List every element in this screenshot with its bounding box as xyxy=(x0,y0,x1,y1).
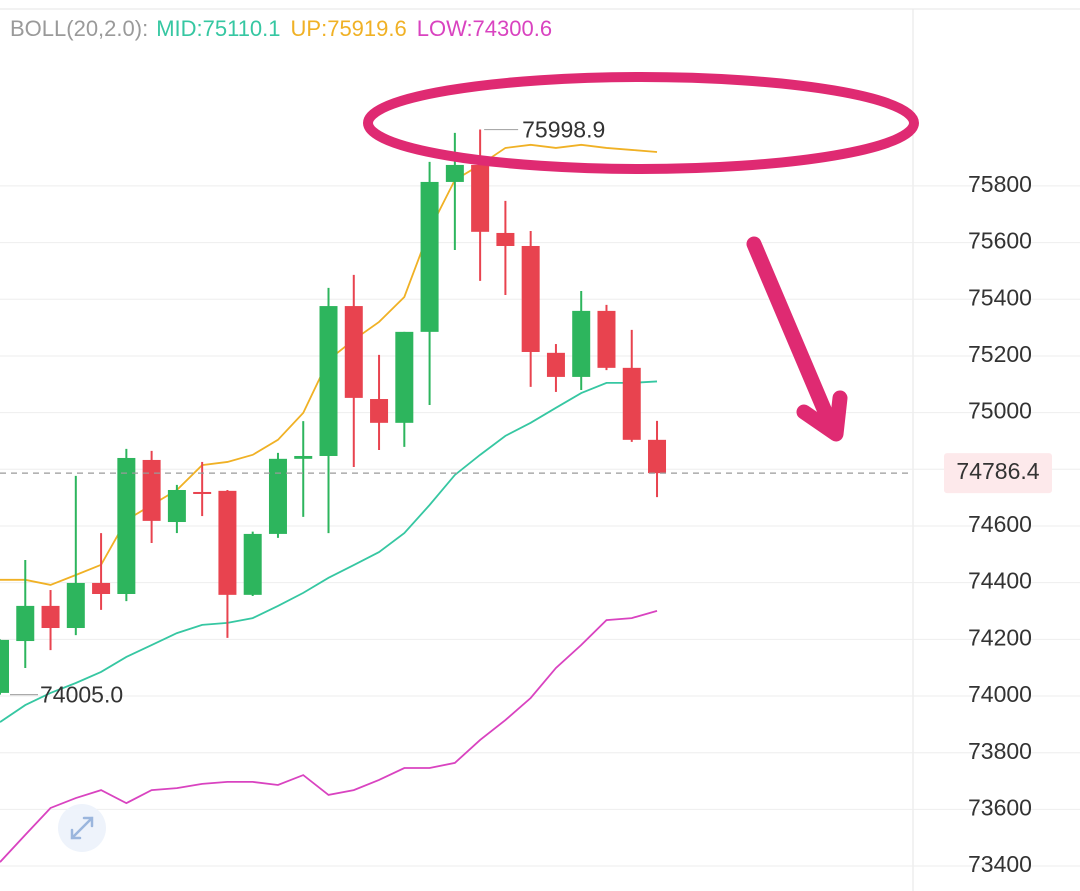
legend-entry: MID:75110.1 xyxy=(156,16,280,41)
candle-body xyxy=(142,459,161,521)
candle-body xyxy=(92,582,111,594)
candle-body xyxy=(622,367,641,440)
expand-icon[interactable] xyxy=(58,804,106,852)
grid: 7340073600738007400074200744007460074800… xyxy=(0,171,1080,877)
y-tick-label: 75400 xyxy=(968,284,1032,310)
candle-body xyxy=(496,232,515,246)
candle-body xyxy=(572,310,591,377)
candle-body xyxy=(16,605,35,642)
y-tick-label: 73400 xyxy=(968,851,1032,877)
candle-body xyxy=(218,490,237,595)
y-tick-label: 75800 xyxy=(968,171,1032,197)
candle-body xyxy=(648,439,667,474)
y-tick-label: 73800 xyxy=(968,738,1032,764)
candle-body xyxy=(243,533,262,595)
legend: BOLL(20,2.0): MID:75110.1 UP:75919.6 LOW:7… xyxy=(10,16,552,41)
candle-body xyxy=(41,605,60,629)
y-tick-label: 74400 xyxy=(968,568,1032,594)
indicator-label: BOLL(20,2.0): xyxy=(10,16,148,41)
y-tick-label: 74600 xyxy=(968,511,1032,537)
legend-entry: UP:75919.6 xyxy=(291,16,407,41)
candle-body xyxy=(66,582,85,629)
y-tick-label: 75000 xyxy=(968,398,1032,424)
candle-body xyxy=(319,306,338,456)
candle-body xyxy=(117,457,136,594)
last-price-box xyxy=(944,453,1052,494)
highlight-ellipse xyxy=(363,72,919,174)
y-tick-label: 74000 xyxy=(968,681,1032,707)
max-label: 75998.9 xyxy=(522,117,605,143)
candle-body xyxy=(0,639,9,693)
y-tick-label: 75600 xyxy=(968,228,1032,254)
min-label: 74005.0 xyxy=(40,682,123,708)
candle-body xyxy=(471,164,490,232)
boll-line xyxy=(0,609,658,863)
y-tick-label: 75200 xyxy=(968,341,1032,367)
expand-glyph xyxy=(70,816,94,840)
arrow-shaft xyxy=(746,236,840,436)
arrow-head xyxy=(796,390,848,442)
candle-body xyxy=(344,306,363,398)
candle-body xyxy=(167,489,186,523)
candle-body xyxy=(268,458,287,534)
candle-body xyxy=(521,245,540,352)
candle-body xyxy=(597,310,616,368)
candle-body xyxy=(420,181,439,332)
plot-area: 74786.4 75998.9 74005.0 xyxy=(0,117,1052,863)
candle-body xyxy=(370,399,389,423)
candle-body xyxy=(395,331,414,423)
legend-entry: LOW:74300.6 xyxy=(417,16,552,41)
candle-body xyxy=(193,491,212,494)
candle-body xyxy=(546,352,565,377)
boll-line xyxy=(0,380,658,723)
y-tick-label: 73600 xyxy=(968,794,1032,820)
candle-body xyxy=(294,455,313,459)
last-price-label: 74786.4 xyxy=(956,458,1039,484)
candle-body xyxy=(445,164,464,182)
down-arrow xyxy=(746,236,848,442)
y-tick-label: 74200 xyxy=(968,624,1032,650)
